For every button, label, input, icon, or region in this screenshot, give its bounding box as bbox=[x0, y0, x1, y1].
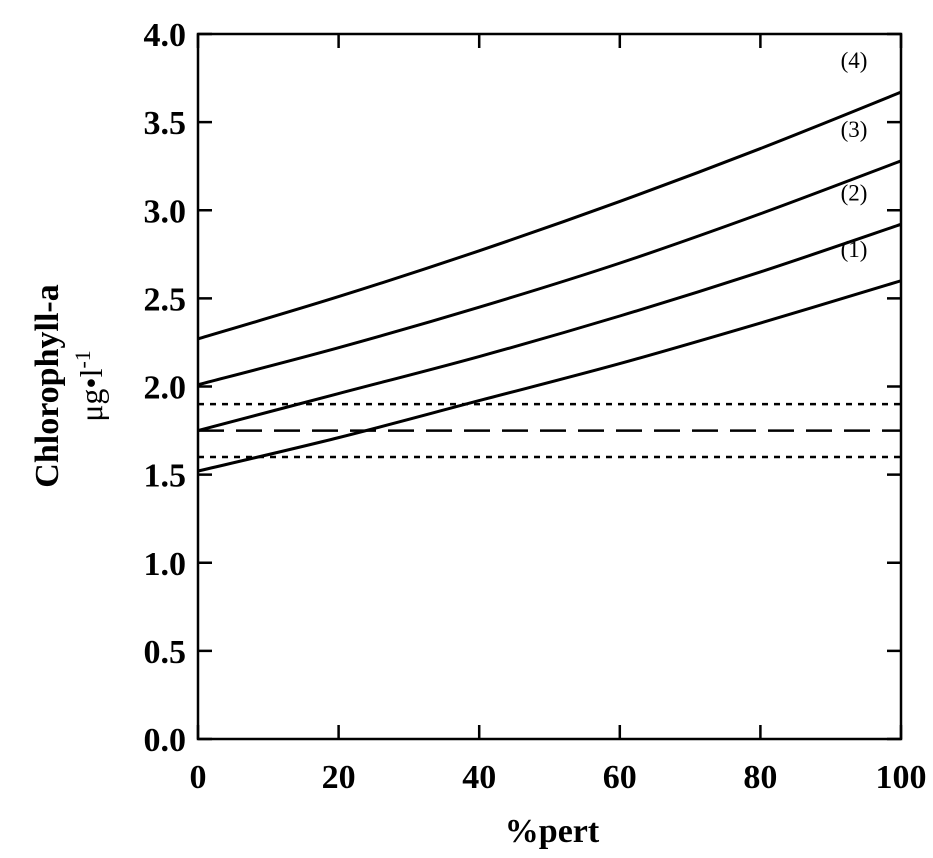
y-axis-title-line2: μg•l-1 bbox=[70, 350, 109, 422]
y-tick-label: 3.5 bbox=[144, 105, 187, 142]
y-tick-label: 1.5 bbox=[144, 458, 187, 495]
curve-label-4: (4) bbox=[841, 48, 868, 73]
x-tick-label: 80 bbox=[743, 759, 777, 796]
x-tick-label: 0 bbox=[190, 759, 207, 796]
y-axis-unit: μg•l bbox=[73, 368, 109, 421]
curve-label-1: (1) bbox=[841, 237, 868, 262]
series-line-1 bbox=[197, 279, 902, 473]
x-tick-label: 40 bbox=[462, 759, 496, 796]
x-axis: 0 20 40 60 80 100 bbox=[190, 34, 927, 796]
curve-label-2: (2) bbox=[841, 180, 868, 205]
plot-frame bbox=[196, 32, 903, 741]
series-line-2 bbox=[197, 222, 902, 433]
series-lines bbox=[197, 90, 902, 473]
x-tick-label: 20 bbox=[322, 759, 356, 796]
x-tick-label: 100 bbox=[876, 759, 927, 796]
y-axis-title: Chlorophyll-a μg•l-1 bbox=[29, 284, 109, 487]
y-tick-label: 4.0 bbox=[144, 17, 187, 54]
reference-lines bbox=[198, 402, 901, 459]
y-axis: 0.0 0.5 1.0 1.5 2.0 2.5 3.0 3.5 4.0 bbox=[144, 17, 901, 759]
plot-area bbox=[196, 32, 903, 741]
y-axis-title-line1: Chlorophyll-a bbox=[29, 284, 66, 487]
y-tick-label: 1.0 bbox=[144, 546, 187, 583]
series-line-4 bbox=[197, 90, 902, 341]
y-tick-label: 2.0 bbox=[144, 370, 187, 407]
y-tick-label: 3.0 bbox=[144, 193, 187, 230]
series-line-3 bbox=[197, 159, 902, 387]
curve-label-3: (3) bbox=[841, 117, 868, 142]
x-axis-title: %pert bbox=[505, 813, 600, 850]
y-tick-label: 2.5 bbox=[144, 281, 187, 318]
x-tick-label: 60 bbox=[603, 759, 637, 796]
y-axis-unit-exponent: -1 bbox=[70, 350, 95, 368]
curve-labels: (1) (2) (3) (4) bbox=[841, 48, 868, 262]
y-tick-label: 0.0 bbox=[144, 722, 187, 759]
y-tick-label: 0.5 bbox=[144, 634, 187, 671]
